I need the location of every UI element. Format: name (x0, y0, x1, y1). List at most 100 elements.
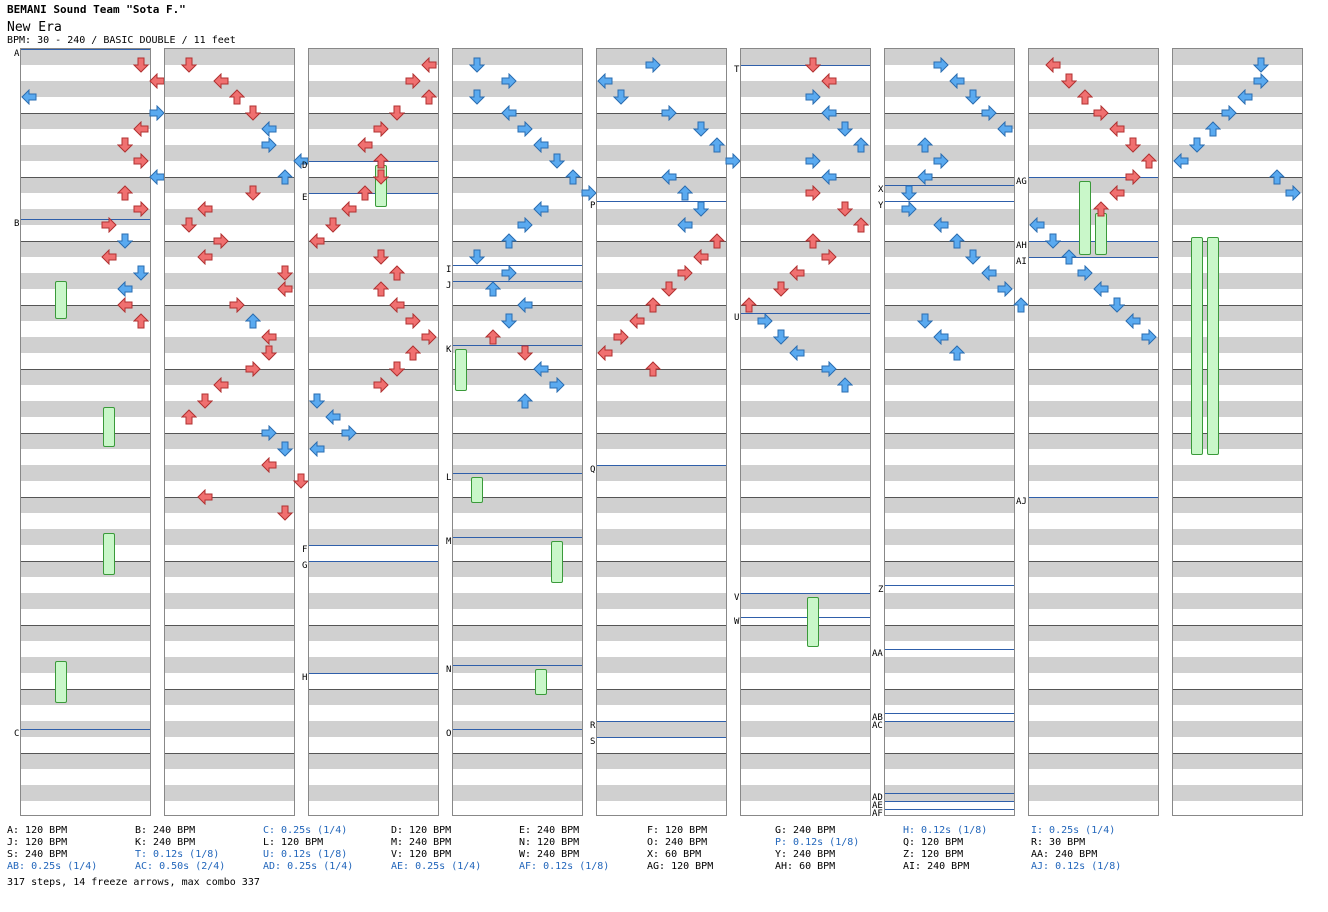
up-arrow-icon (421, 89, 437, 105)
measure-line (309, 625, 438, 626)
measure-line (21, 305, 150, 306)
down-arrow-icon (613, 89, 629, 105)
beat-band (309, 145, 438, 161)
speed-change-label: J (446, 281, 452, 291)
beat-band (597, 49, 726, 65)
left-arrow-icon (597, 73, 613, 89)
measure-line (885, 625, 1014, 626)
speed-change-label: F (302, 545, 308, 555)
beat-band (21, 785, 150, 801)
up-arrow-icon (677, 185, 693, 201)
beat-band (597, 433, 726, 449)
beat-band (1029, 81, 1158, 97)
left-arrow-icon (821, 169, 837, 185)
beat-band (1029, 177, 1158, 193)
measure-line (597, 433, 726, 434)
measure-line (1173, 497, 1302, 498)
beat-band (597, 369, 726, 385)
speed-change-line (21, 219, 150, 220)
beat-band (309, 177, 438, 193)
down-arrow-icon (133, 57, 149, 73)
beat-band (1173, 113, 1302, 129)
beat-band (165, 337, 294, 353)
left-arrow-icon (341, 201, 357, 217)
legend-entry: F: 120 BPM (647, 825, 708, 836)
beat-band (309, 401, 438, 417)
measure-line (1029, 753, 1158, 754)
measure-line (21, 497, 150, 498)
beat-band (1029, 113, 1158, 129)
left-arrow-icon (629, 313, 645, 329)
legend-entry: P: 0.12s (1/8) (775, 837, 860, 848)
measure-line (165, 689, 294, 690)
left-arrow-icon (1109, 185, 1125, 201)
down-arrow-icon (693, 121, 709, 137)
measure-line (885, 177, 1014, 178)
speed-change-label: AE (872, 801, 883, 811)
beat-band (21, 81, 150, 97)
measure-line (21, 369, 150, 370)
left-arrow-icon (1237, 89, 1253, 105)
beat-band (1173, 689, 1302, 705)
beat-band (21, 561, 150, 577)
freeze-arrow (1095, 213, 1107, 255)
beat-band (885, 721, 1014, 737)
measure-line (453, 241, 582, 242)
beat-band (885, 497, 1014, 513)
beat-band (597, 497, 726, 513)
beat-band (741, 625, 870, 641)
left-arrow-icon (277, 281, 293, 297)
beat-band (1029, 401, 1158, 417)
beat-band (21, 369, 150, 385)
right-arrow-icon (261, 425, 277, 441)
up-arrow-icon (277, 169, 293, 185)
measure-line (1173, 433, 1302, 434)
down-arrow-icon (469, 249, 485, 265)
legend-entry: J: 120 BPM (7, 837, 68, 848)
left-arrow-icon (197, 249, 213, 265)
beat-band (597, 177, 726, 193)
beat-band (21, 113, 150, 129)
down-arrow-icon (389, 105, 405, 121)
left-arrow-icon (1109, 121, 1125, 137)
legend-entry: A: 120 BPM (7, 825, 68, 836)
legend-entry: AA: 240 BPM (1031, 849, 1098, 860)
right-arrow-icon (213, 233, 229, 249)
up-arrow-icon (485, 329, 501, 345)
right-arrow-icon (901, 201, 917, 217)
right-arrow-icon (501, 73, 517, 89)
beat-band (453, 81, 582, 97)
right-arrow-icon (821, 249, 837, 265)
beat-band (1173, 209, 1302, 225)
beat-band (309, 529, 438, 545)
left-arrow-icon (325, 409, 341, 425)
beat-band (1173, 433, 1302, 449)
beat-band (165, 433, 294, 449)
beat-band (885, 273, 1014, 289)
measure-line (21, 625, 150, 626)
down-arrow-icon (517, 345, 533, 361)
measure-line (21, 177, 150, 178)
beat-band (453, 209, 582, 225)
up-arrow-icon (373, 281, 389, 297)
speed-change-line (309, 673, 438, 674)
beat-band (21, 273, 150, 289)
measure-line (1173, 561, 1302, 562)
beat-band (21, 401, 150, 417)
right-arrow-icon (405, 313, 421, 329)
measure-line (885, 689, 1014, 690)
speed-change-line (1029, 257, 1158, 258)
measure-line (453, 113, 582, 114)
beat-band (597, 81, 726, 97)
right-arrow-icon (261, 137, 277, 153)
measure-line (21, 753, 150, 754)
measure-line (741, 625, 870, 626)
beat-band (21, 657, 150, 673)
beat-band (21, 209, 150, 225)
legend-entry: I: 0.25s (1/4) (1031, 825, 1116, 836)
speed-change-label: T (734, 65, 740, 75)
left-arrow-icon (917, 169, 933, 185)
beat-band (1173, 337, 1302, 353)
beat-band (597, 145, 726, 161)
